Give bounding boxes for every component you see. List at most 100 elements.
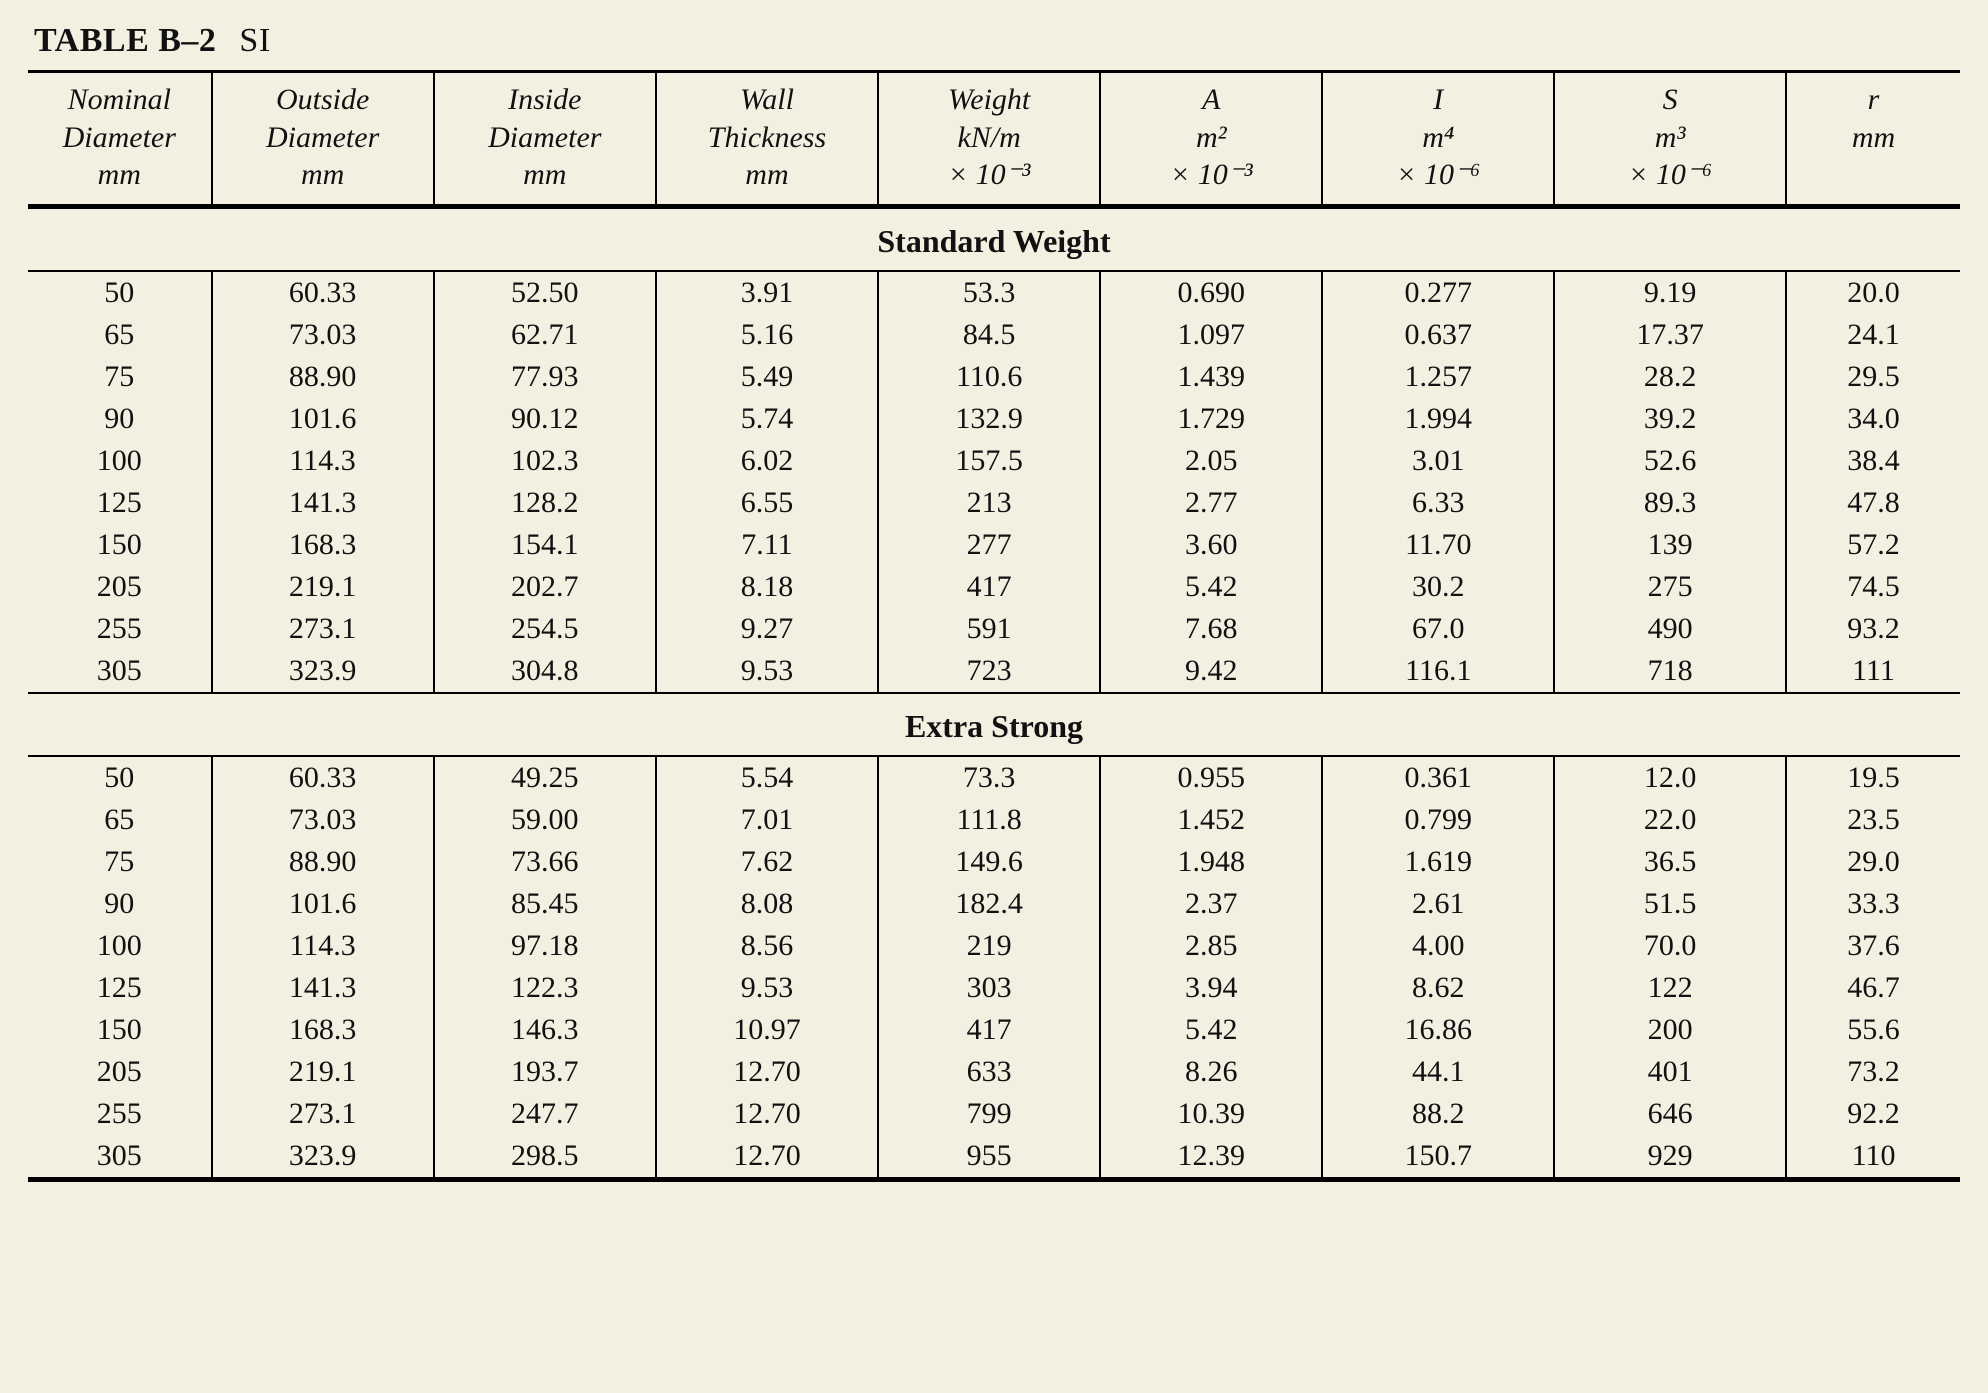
cell: 125 bbox=[28, 967, 212, 1009]
cell-value: 929 bbox=[1590, 1141, 1751, 1171]
cell: 12.39 bbox=[1100, 1135, 1322, 1180]
cell: 8.62 bbox=[1322, 967, 1554, 1009]
cell-value: 150 bbox=[55, 530, 183, 560]
column-header-line: mm bbox=[441, 156, 649, 194]
cell-value: 65 bbox=[55, 805, 183, 835]
cell: 141.3 bbox=[212, 967, 434, 1009]
cell: 799 bbox=[878, 1093, 1100, 1135]
table-row: 100114.3102.36.02157.52.053.0152.638.4 bbox=[28, 440, 1960, 482]
cell: 88.90 bbox=[212, 356, 434, 398]
cell: 254.5 bbox=[434, 608, 656, 650]
cell-value: 23.5 bbox=[1813, 805, 1934, 835]
cell: 110.6 bbox=[878, 356, 1100, 398]
column-header-line: Inside bbox=[441, 81, 649, 119]
cell-value: 0.690 bbox=[1134, 278, 1288, 308]
cell-value: 122.3 bbox=[468, 973, 622, 1003]
cell: 0.955 bbox=[1100, 756, 1322, 799]
cell: 102.3 bbox=[434, 440, 656, 482]
cell-value: 33.3 bbox=[1813, 889, 1934, 919]
cell: 298.5 bbox=[434, 1135, 656, 1180]
cell: 5.49 bbox=[656, 356, 878, 398]
cell-value: 47.8 bbox=[1813, 488, 1934, 518]
cell-value: 55.6 bbox=[1813, 1015, 1934, 1045]
cell: 305 bbox=[28, 1135, 212, 1180]
cell: 255 bbox=[28, 1093, 212, 1135]
cell-value: 8.26 bbox=[1134, 1057, 1288, 1087]
cell: 6.33 bbox=[1322, 482, 1554, 524]
cell-value: 44.1 bbox=[1358, 1057, 1519, 1087]
cell-value: 85.45 bbox=[468, 889, 622, 919]
cell: 490 bbox=[1554, 608, 1786, 650]
cell-value: 305 bbox=[55, 656, 183, 686]
cell-value: 205 bbox=[55, 1057, 183, 1087]
cell-value: 646 bbox=[1590, 1099, 1751, 1129]
cell: 19.5 bbox=[1786, 756, 1960, 799]
cell: 12.70 bbox=[656, 1135, 878, 1180]
cell: 36.5 bbox=[1554, 841, 1786, 883]
cell: 12.0 bbox=[1554, 756, 1786, 799]
cell: 9.53 bbox=[656, 650, 878, 693]
cell: 52.6 bbox=[1554, 440, 1786, 482]
cell: 12.70 bbox=[656, 1051, 878, 1093]
cell: 88.90 bbox=[212, 841, 434, 883]
cell: 2.37 bbox=[1100, 883, 1322, 925]
cell-value: 0.637 bbox=[1358, 320, 1519, 350]
cell: 633 bbox=[878, 1051, 1100, 1093]
cell-value: 7.01 bbox=[690, 805, 844, 835]
cell-value: 53.3 bbox=[912, 278, 1066, 308]
cell: 1.452 bbox=[1100, 799, 1322, 841]
cell: 65 bbox=[28, 314, 212, 356]
cell-value: 52.6 bbox=[1590, 446, 1751, 476]
cell: 3.60 bbox=[1100, 524, 1322, 566]
column-header-line: m⁴ bbox=[1329, 119, 1547, 157]
cell-value: 22.0 bbox=[1590, 805, 1751, 835]
cell-value: 65 bbox=[55, 320, 183, 350]
cell-value: 305 bbox=[55, 1141, 183, 1171]
cell-value: 7.11 bbox=[690, 530, 844, 560]
cell-value: 417 bbox=[912, 572, 1066, 602]
cell: 125 bbox=[28, 482, 212, 524]
cell-value: 1.948 bbox=[1134, 847, 1288, 877]
cell-value: 8.56 bbox=[690, 931, 844, 961]
cell-value: 3.60 bbox=[1134, 530, 1288, 560]
column-header-2: InsideDiametermm bbox=[434, 72, 656, 207]
cell: 5.42 bbox=[1100, 566, 1322, 608]
table-row: 125141.3128.26.552132.776.3389.347.8 bbox=[28, 482, 1960, 524]
cell: 219 bbox=[878, 925, 1100, 967]
cell: 67.0 bbox=[1322, 608, 1554, 650]
cell: 955 bbox=[878, 1135, 1100, 1180]
cell-value: 75 bbox=[55, 847, 183, 877]
pipe-dimensions-table: NominalDiametermmOutsideDiametermmInside… bbox=[28, 70, 1960, 1182]
column-header-line: Diameter bbox=[34, 119, 205, 157]
cell-value: 110 bbox=[1813, 1141, 1934, 1171]
column-header-line: Diameter bbox=[441, 119, 649, 157]
cell: 139 bbox=[1554, 524, 1786, 566]
cell-value: 37.6 bbox=[1813, 931, 1934, 961]
section-heading: Extra Strong bbox=[28, 693, 1960, 756]
cell-value: 73.2 bbox=[1813, 1057, 1934, 1087]
cell-value: 1.439 bbox=[1134, 362, 1288, 392]
cell-value: 219.1 bbox=[246, 1057, 400, 1087]
cell-value: 723 bbox=[912, 656, 1066, 686]
table-row: 6573.0362.715.1684.51.0970.63717.3724.1 bbox=[28, 314, 1960, 356]
cell-value: 20.0 bbox=[1813, 278, 1934, 308]
cell-value: 16.86 bbox=[1358, 1015, 1519, 1045]
cell-value: 88.90 bbox=[246, 847, 400, 877]
cell-value: 5.42 bbox=[1134, 572, 1288, 602]
cell: 200 bbox=[1554, 1009, 1786, 1051]
column-header-5: Am²× 10⁻³ bbox=[1100, 72, 1322, 207]
cell: 92.2 bbox=[1786, 1093, 1960, 1135]
cell: 1.729 bbox=[1100, 398, 1322, 440]
cell: 141.3 bbox=[212, 482, 434, 524]
cell-value: 57.2 bbox=[1813, 530, 1934, 560]
cell: 0.637 bbox=[1322, 314, 1554, 356]
cell: 5.74 bbox=[656, 398, 878, 440]
cell: 6.02 bbox=[656, 440, 878, 482]
cell-value: 149.6 bbox=[912, 847, 1066, 877]
table-row: 6573.0359.007.01111.81.4520.79922.023.5 bbox=[28, 799, 1960, 841]
cell-value: 141.3 bbox=[246, 488, 400, 518]
table-row: 205219.1202.78.184175.4230.227574.5 bbox=[28, 566, 1960, 608]
cell-value: 157.5 bbox=[912, 446, 1066, 476]
cell: 0.277 bbox=[1322, 271, 1554, 314]
cell-value: 7.68 bbox=[1134, 614, 1288, 644]
